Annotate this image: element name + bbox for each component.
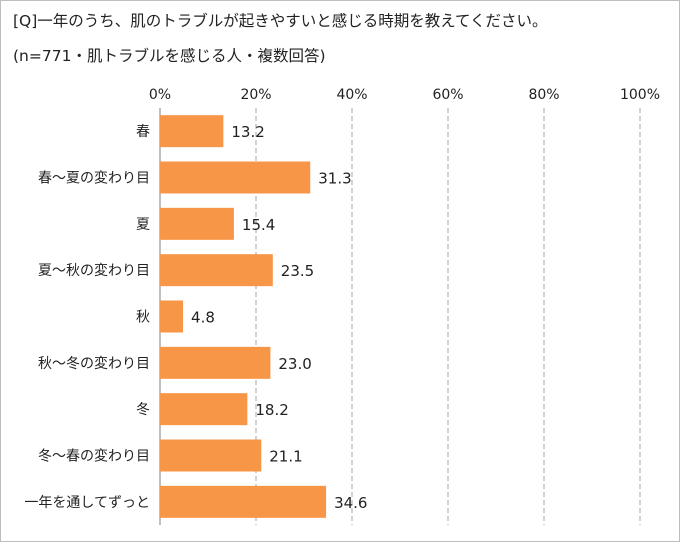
bars bbox=[160, 115, 327, 518]
x-tick-label: 40% bbox=[336, 87, 367, 103]
category-label: 一年を通してずっと bbox=[24, 495, 150, 511]
data-label: 4.8 bbox=[191, 309, 215, 327]
category-label: 秋 bbox=[136, 310, 150, 326]
data-label: 23.5 bbox=[281, 262, 314, 280]
chart-title: [Q]一年のうち、肌のトラブルが起きやすいと感じる時期を教えてください。 bbox=[13, 12, 548, 30]
category-label: 夏 bbox=[136, 217, 150, 233]
category-labels: 春春～夏の変わり目夏夏～秋の変わり目秋秋～冬の変わり目冬冬～春の変わり目一年を通… bbox=[24, 124, 150, 511]
bar bbox=[160, 393, 248, 426]
data-label: 31.3 bbox=[318, 170, 351, 188]
data-label: 13.2 bbox=[231, 123, 264, 141]
x-tick-label: 60% bbox=[432, 87, 463, 103]
bar bbox=[160, 485, 327, 518]
data-label: 34.6 bbox=[334, 494, 367, 512]
bar bbox=[160, 161, 311, 194]
bar bbox=[160, 346, 271, 379]
x-tick-label: 0% bbox=[149, 87, 171, 103]
category-label: 春～夏の変わり目 bbox=[38, 170, 150, 187]
chart-subtitle: (n=771・肌トラブルを感じる人・複数回答) bbox=[13, 47, 326, 65]
x-tick-label: 20% bbox=[240, 87, 271, 103]
bar bbox=[160, 207, 234, 240]
category-label: 秋～冬の変わり目 bbox=[38, 355, 150, 372]
bar bbox=[160, 439, 262, 472]
data-label: 23.0 bbox=[278, 355, 311, 373]
category-label: 冬～春の変わり目 bbox=[38, 448, 150, 465]
bar bbox=[160, 300, 184, 333]
x-axis-ticks: 0% 20% 40% 60% 80% 100% bbox=[149, 87, 660, 103]
bar bbox=[160, 254, 273, 287]
category-label: 冬 bbox=[136, 402, 150, 418]
bar bbox=[160, 115, 224, 148]
value-labels: 13.2 31.3 15.4 23.5 4.8 23.0 18.2 21.1 34.6 bbox=[191, 123, 367, 512]
category-label: 夏～秋の変わり目 bbox=[38, 262, 150, 279]
data-label: 15.4 bbox=[242, 216, 275, 234]
x-tick-label: 100% bbox=[620, 87, 660, 103]
category-label: 春 bbox=[136, 124, 150, 140]
data-label: 18.2 bbox=[255, 401, 288, 419]
data-label: 21.1 bbox=[269, 448, 302, 466]
x-tick-label: 80% bbox=[528, 87, 559, 103]
